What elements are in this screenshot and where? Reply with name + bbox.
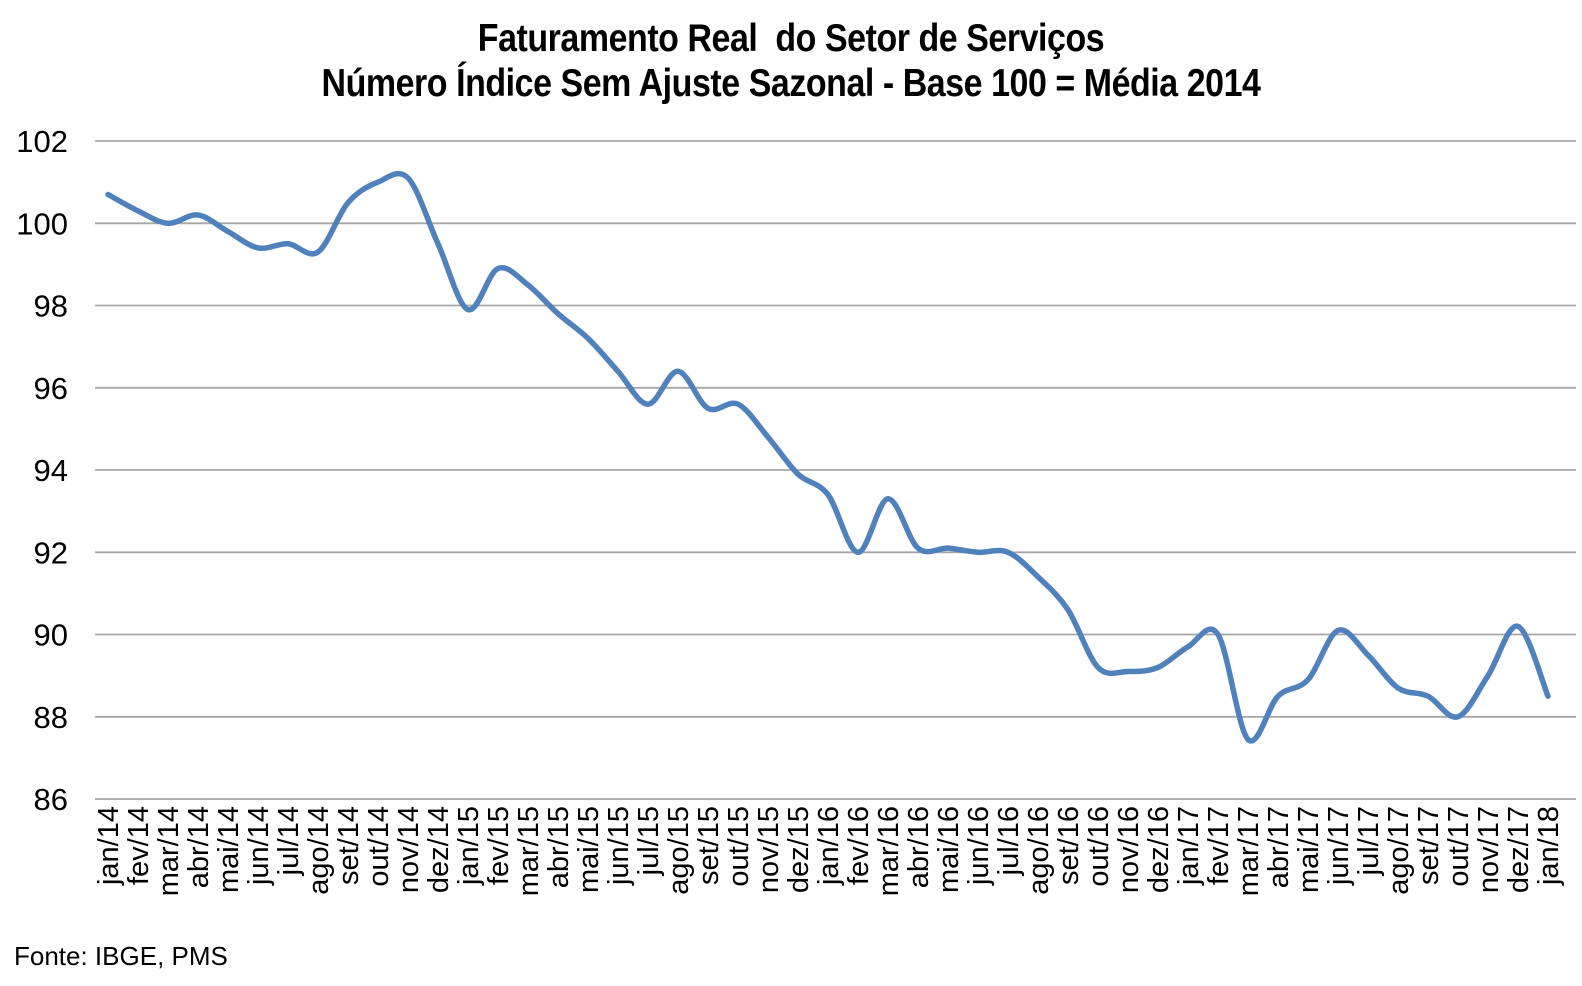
chart-title-block: Faturamento Real do Setor de Serviços Nú… [103, 16, 1479, 106]
x-tick-label: mar/16 [873, 806, 905, 896]
x-tick-label: fev/17 [1203, 806, 1235, 885]
x-tick-label: fev/15 [483, 806, 515, 885]
x-tick-label: jan/15 [453, 806, 485, 886]
y-tick-label: 92 [34, 535, 68, 570]
x-tick-label: jul/16 [993, 806, 1025, 876]
y-tick-label: 98 [34, 289, 68, 324]
data-line [105, 170, 1551, 744]
x-tick-label: set/17 [1413, 806, 1445, 885]
y-tick-label: 88 [34, 700, 68, 735]
x-tick-label: ago/16 [1023, 806, 1055, 895]
x-tick-label: mai/17 [1293, 806, 1325, 893]
gridlines [95, 140, 1576, 800]
x-tick-label: set/15 [693, 806, 725, 885]
x-tick-label: dez/15 [783, 806, 815, 893]
x-tick-label: nov/17 [1473, 806, 1505, 893]
x-tick-label: mai/14 [213, 806, 245, 893]
x-tick-label: dez/16 [1143, 806, 1175, 893]
x-tick-label: jan/16 [813, 806, 845, 886]
x-tick-label: out/15 [723, 806, 755, 887]
x-tick-label: out/17 [1443, 806, 1475, 887]
x-tick-label: out/14 [363, 806, 395, 887]
x-tick-label: fev/14 [123, 806, 155, 885]
x-tick-label: mar/15 [513, 806, 545, 896]
x-tick-label: set/14 [333, 806, 365, 885]
x-tick-label: abr/17 [1263, 806, 1295, 888]
y-tick-label: 90 [34, 618, 68, 653]
x-tick-label: jun/14 [243, 806, 275, 886]
y-tick-label: 94 [34, 453, 68, 488]
y-tick-label: 86 [34, 782, 68, 817]
x-tick-label: jan/17 [1173, 806, 1205, 886]
y-axis-labels: 102 100 98 96 94 92 90 88 86 [16, 124, 68, 817]
x-tick-label: ago/14 [303, 806, 335, 895]
x-tick-label: mai/16 [933, 806, 965, 893]
x-tick-label: ago/17 [1383, 806, 1415, 895]
x-tick-label: jun/16 [963, 806, 995, 886]
x-tick-label: nov/14 [393, 806, 425, 893]
chart-subtitle: Número Índice Sem Ajuste Sazonal - Base … [321, 62, 1261, 105]
x-tick-label: nov/15 [753, 806, 785, 893]
y-tick-label: 100 [16, 206, 68, 241]
x-tick-label: jul/17 [1353, 806, 1385, 876]
y-tick-label: 96 [34, 371, 68, 406]
source-note: Fonte: IBGE, PMS [14, 941, 228, 971]
x-tick-label: fev/16 [843, 806, 875, 885]
x-tick-label: set/16 [1053, 806, 1085, 885]
x-tick-label: dez/14 [423, 806, 455, 893]
x-tick-label: abr/15 [543, 806, 575, 888]
x-tick-label: mar/17 [1233, 806, 1265, 896]
x-tick-label: jun/15 [603, 806, 635, 886]
x-tick-label: abr/14 [183, 806, 215, 888]
x-tick-label: nov/16 [1113, 806, 1145, 893]
y-tick-label: 102 [16, 124, 68, 159]
x-tick-label: out/16 [1083, 806, 1115, 887]
x-tick-label: jun/17 [1323, 806, 1355, 886]
x-tick-label: mar/14 [153, 806, 185, 896]
x-tick-label: ago/15 [663, 806, 695, 895]
x-tick-label: jul/15 [633, 806, 665, 876]
chart-title: Faturamento Real do Setor de Serviços [477, 17, 1105, 60]
x-tick-label: jan/18 [1533, 806, 1565, 886]
x-tick-label: dez/17 [1503, 806, 1535, 893]
x-tick-label: jul/14 [273, 806, 305, 876]
x-tick-label: mai/15 [573, 806, 605, 893]
x-tick-label: abr/16 [903, 806, 935, 888]
x-axis-labels: jan/14fev/14mar/14abr/14mai/14jun/14jul/… [93, 806, 1565, 896]
x-tick-label: jan/14 [93, 806, 125, 886]
